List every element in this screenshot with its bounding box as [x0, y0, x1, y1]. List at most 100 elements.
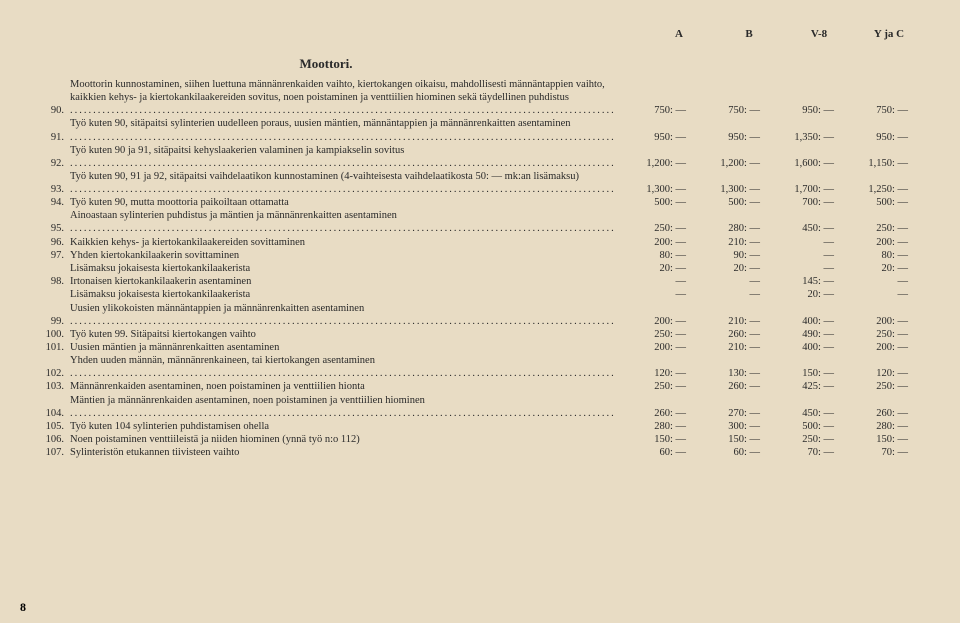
value-yjac: 200: — — [838, 236, 912, 249]
row-number: 97. — [36, 249, 70, 262]
table-row: 101.Uusien mäntien ja männänrenkaitten a… — [36, 341, 924, 354]
value-v8: — — [764, 236, 838, 249]
row-values: 80: —90: ——80: — — [616, 249, 912, 262]
row-values: 250: —260: —490: —250: — — [616, 328, 912, 341]
value-v8: 450: — — [764, 222, 838, 235]
value-v8: 1,350: — — [764, 131, 838, 144]
table-row: 100.Työ kuten 99. Sitäpaitsi kiertokange… — [36, 328, 924, 341]
value-yjac: 1,150: — — [838, 157, 912, 170]
leader-dots: ........................................… — [70, 316, 616, 327]
value-a: — — [616, 275, 690, 288]
row-description: Männänrenkaiden asentaminen, noen poista… — [70, 380, 616, 393]
row-number: 91. — [36, 131, 70, 144]
row-values: ——20: —— — [616, 288, 912, 301]
value-yjac: 200: — — [838, 341, 912, 354]
value-b: 500: — — [690, 196, 764, 209]
value-b: 260: — — [690, 380, 764, 393]
table-row: 106.Noen poistaminen venttiileistä ja ni… — [36, 433, 924, 446]
table-row: 95.Ainoastaan sylinterien puhdistus ja m… — [36, 209, 924, 235]
row-values: 120: —130: —150: —120: — — [616, 367, 912, 380]
value-yjac: — — [838, 288, 912, 301]
column-headers: A B V-8 Y ja C — [36, 28, 924, 42]
row-values: 1,300: —1,300: —1,700: —1,250: — — [616, 183, 912, 196]
row-description: Työ kuten 90, mutta moottoria paikoiltaa… — [70, 196, 616, 209]
value-a: 250: — — [616, 380, 690, 393]
table-row: Lisämaksu jokaisesta kiertokankilaakeris… — [36, 288, 924, 301]
value-a: 200: — — [616, 315, 690, 328]
value-yjac: 280: — — [838, 420, 912, 433]
value-yjac: 1,250: — — [838, 183, 912, 196]
value-b: 270: — — [690, 407, 764, 420]
value-v8: 20: — — [764, 288, 838, 301]
row-number: 103. — [36, 380, 70, 393]
leader-dots: ........................................… — [70, 132, 616, 143]
row-number: 102. — [36, 367, 70, 380]
row-values: 200: —210: —400: —200: — — [616, 341, 912, 354]
leader-dots: ........................................… — [70, 158, 616, 169]
row-values: 280: —300: —500: —280: — — [616, 420, 912, 433]
section-title: Moottori. — [36, 56, 616, 72]
value-a: 950: — — [616, 131, 690, 144]
row-values: 150: —150: —250: —150: — — [616, 433, 912, 446]
row-description: Yhden uuden männän, männänrenkaineen, ta… — [70, 354, 616, 380]
row-description: Irtonaisen kiertokankilaakerin asentamin… — [70, 275, 616, 288]
value-a: 250: — — [616, 328, 690, 341]
value-yjac: 950: — — [838, 131, 912, 144]
row-description: Työ kuten 90 ja 91, sitäpaitsi kehyslaak… — [70, 144, 616, 170]
value-b: 60: — — [690, 446, 764, 459]
value-b: 130: — — [690, 367, 764, 380]
value-b: 210: — — [690, 236, 764, 249]
value-b: 260: — — [690, 328, 764, 341]
header-v8: V-8 — [784, 28, 854, 42]
header-b: B — [714, 28, 784, 42]
value-a: 280: — — [616, 420, 690, 433]
value-b: 1,300: — — [690, 183, 764, 196]
row-values: 1,200: —1,200: —1,600: —1,150: — — [616, 157, 912, 170]
value-v8: 450: — — [764, 407, 838, 420]
value-yjac: 70: — — [838, 446, 912, 459]
leader-dots: ........................................… — [70, 223, 616, 234]
table-row: 99.Uusien ylikokoisten männäntappien ja … — [36, 302, 924, 328]
row-description: Työ kuten 90, sitäpaitsi sylinterien uud… — [70, 117, 616, 143]
value-yjac: 250: — — [838, 380, 912, 393]
value-a: 120: — — [616, 367, 690, 380]
row-number: 100. — [36, 328, 70, 341]
value-v8: 400: — — [764, 341, 838, 354]
leader-dots: ........................................… — [70, 368, 616, 379]
value-a: 20: — — [616, 262, 690, 275]
value-b: 300: — — [690, 420, 764, 433]
table-row: 93.Työ kuten 90, 91 ja 92, sitäpaitsi va… — [36, 170, 924, 196]
table-row: 91.Työ kuten 90, sitäpaitsi sylinterien … — [36, 117, 924, 143]
row-description: Kaikkien kehys- ja kiertokankilaakereide… — [70, 236, 616, 249]
row-number: 107. — [36, 446, 70, 459]
leader-dots: ........................................… — [70, 408, 616, 419]
value-yjac: 750: — — [838, 104, 912, 117]
value-b: 1,200: — — [690, 157, 764, 170]
row-number: 98. — [36, 275, 70, 288]
row-description: Uusien ylikokoisten männäntappien ja män… — [70, 302, 616, 328]
value-yjac: 20: — — [838, 262, 912, 275]
row-description: Mäntien ja männänrenkaiden asentaminen, … — [70, 394, 616, 420]
row-number: 93. — [36, 183, 70, 196]
value-b: 280: — — [690, 222, 764, 235]
leader-dots: ........................................… — [70, 105, 616, 116]
table-row: 92.Työ kuten 90 ja 91, sitäpaitsi kehysl… — [36, 144, 924, 170]
row-values: 200: —210: ——200: — — [616, 236, 912, 249]
row-number: 94. — [36, 196, 70, 209]
row-description: Noen poistaminen venttiileistä ja niiden… — [70, 433, 616, 446]
row-number: 90. — [36, 104, 70, 117]
row-values: 60: —60: —70: —70: — — [616, 446, 912, 459]
value-v8: 250: — — [764, 433, 838, 446]
header-yjac: Y ja C — [854, 28, 924, 42]
table-row: 104.Mäntien ja männänrenkaiden asentamin… — [36, 394, 924, 420]
table-row: 107.Sylinteristön etukannen tiivisteen v… — [36, 446, 924, 459]
value-b: — — [690, 275, 764, 288]
value-a: 200: — — [616, 236, 690, 249]
header-a: A — [644, 28, 714, 42]
value-yjac: — — [838, 275, 912, 288]
value-a: 1,300: — — [616, 183, 690, 196]
value-v8: 1,700: — — [764, 183, 838, 196]
table-row: 90.Moottorin kunnostaminen, siihen luett… — [36, 78, 924, 117]
row-values: 20: —20: ——20: — — [616, 262, 912, 275]
value-a: 80: — — [616, 249, 690, 262]
